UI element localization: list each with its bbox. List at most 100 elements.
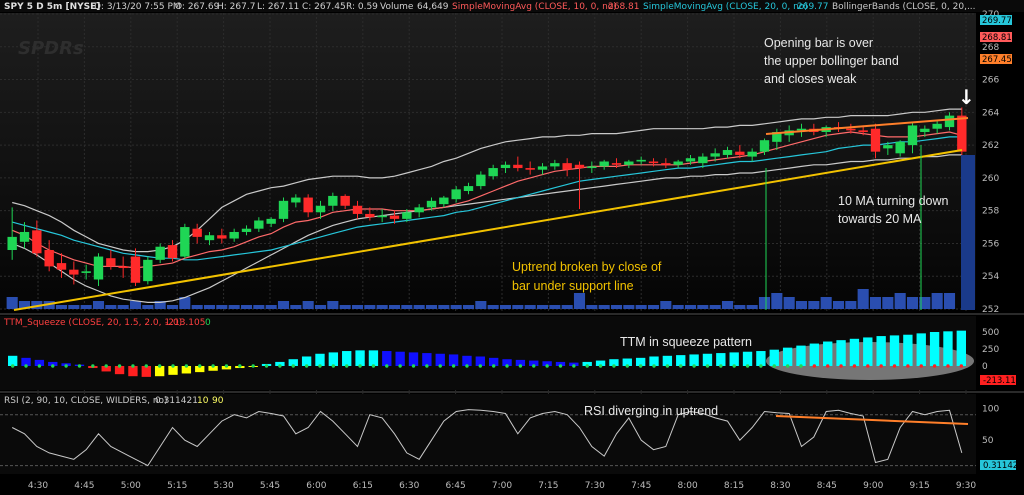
rsi-label[interactable]: RSI (2, 90, 10, CLOSE, WILDERS, no) (4, 396, 168, 406)
candle-body (328, 195, 338, 206)
squeeze-dot (264, 364, 269, 368)
volume-bar (635, 305, 647, 309)
volume-bar (388, 305, 401, 309)
volume-bar (684, 305, 697, 309)
volume-bar (783, 297, 795, 309)
volume-bar (820, 297, 832, 309)
squeeze-dot (385, 364, 389, 368)
sma10-label[interactable]: SimpleMovingAvg (CLOSE, 10, 0, no) (452, 2, 617, 12)
volume-bar (92, 301, 105, 309)
volume-bar (6, 297, 18, 309)
squeeze-bar (849, 338, 860, 366)
bollinger-lower (11, 154, 962, 303)
candle-body (759, 140, 770, 152)
volume-bar (487, 305, 499, 309)
squeeze-bar (769, 349, 779, 366)
volume-bar (129, 301, 142, 309)
price-tick-label: 260 (982, 174, 999, 184)
candle-body (611, 163, 622, 165)
squeeze-bar (916, 333, 926, 366)
squeeze-label[interactable]: TTM_Squeeze (CLOSE, 20, 1.5, 2.0, 1.0) (3, 318, 182, 328)
candle-body (19, 231, 30, 242)
squeeze-dot (398, 364, 402, 368)
candle-body (106, 258, 116, 267)
chart-header: SPY 5 D 5m [NYSE] D: 3/13/20 7:55 PM O: … (0, 0, 1024, 12)
volume-bar (475, 301, 487, 309)
squeeze-bar (288, 359, 298, 366)
candle-body (500, 164, 511, 169)
squeeze-dot (692, 364, 696, 368)
squeeze-bar (903, 334, 913, 366)
volume-bar (191, 305, 203, 309)
candle-body (685, 158, 696, 162)
svg-text:Uptrend broken by close of: Uptrend broken by close of (512, 260, 662, 274)
squeeze-dot (104, 364, 108, 368)
last-volume-bar (961, 155, 975, 310)
candle-body (180, 227, 190, 257)
annotation-ma-turning: 10 MA turning down towards 20 MA (838, 194, 949, 226)
close-badge: 267.45 (982, 55, 1012, 65)
volume-bar (499, 305, 512, 309)
squeeze-dot (318, 364, 322, 368)
candle-body (402, 212, 412, 219)
bollinger-label[interactable]: BollingerBands (CLOSE, 0, 20,... (832, 2, 976, 12)
squeeze-dot (117, 364, 122, 368)
volume-bar (462, 305, 475, 309)
squeeze-dot (465, 364, 469, 368)
squeeze-bar (422, 353, 432, 366)
volume-bar (512, 305, 524, 309)
volume-bar (771, 293, 783, 309)
time-tick-label: 6:30 (399, 481, 419, 491)
moving-averages (11, 131, 962, 269)
volume-label: Volume (380, 2, 414, 12)
squeeze-dot (224, 364, 229, 368)
candle-body (377, 215, 387, 218)
time-tick-label: 9:00 (863, 481, 883, 491)
volume-bar (586, 305, 598, 309)
squeeze-bar (729, 352, 739, 366)
time-tick-label: 7:45 (631, 481, 651, 491)
candle-body (957, 115, 967, 152)
squeeze-bar (382, 351, 392, 366)
squeeze-bar (328, 352, 339, 366)
candle-body (7, 236, 17, 250)
squeeze-bar (676, 355, 686, 366)
time-tick-label: 5:00 (121, 481, 141, 491)
squeeze-dot (505, 364, 509, 368)
volume-bar (894, 293, 906, 309)
candle-body (735, 151, 745, 155)
volume-bar (623, 305, 635, 309)
volume-bar (80, 305, 92, 309)
volume-bar (709, 305, 721, 309)
squeeze-bar (8, 355, 18, 366)
symbol-label[interactable]: SPY 5 D 5m [NYSE] (4, 2, 100, 12)
candle-body (81, 271, 91, 273)
squeeze-badge: -213.11 (983, 376, 1016, 386)
candle-body (365, 213, 375, 218)
volume-bar (265, 305, 277, 309)
svg-text:Opening bar is over: Opening bar is over (764, 36, 873, 50)
squeeze-dot (532, 364, 536, 368)
squeeze-tick-label: 0 (982, 362, 988, 372)
candle-body (858, 130, 868, 132)
squeeze-dot (51, 364, 55, 368)
volume-bar (746, 305, 758, 309)
squeeze-bar (823, 341, 833, 366)
candle-body (710, 153, 720, 157)
candle-body (722, 150, 733, 155)
squeeze-bar (502, 359, 512, 366)
volume-bar (561, 305, 573, 309)
squeeze-dot (906, 364, 910, 368)
sma20-label[interactable]: SimpleMovingAvg (CLOSE, 20, 0, no) (643, 2, 808, 12)
candle-body (254, 220, 264, 229)
candle-body (278, 200, 289, 219)
squeeze-dot (932, 364, 937, 368)
candle-body (44, 250, 54, 267)
time-tick-label: 9:30 (956, 481, 976, 491)
volume-bar (314, 305, 327, 309)
candle-body (315, 205, 326, 213)
squeeze-dot (64, 364, 68, 368)
volume-bar (203, 305, 216, 309)
squeeze-bar (368, 350, 379, 366)
squeeze-dot (77, 364, 82, 368)
